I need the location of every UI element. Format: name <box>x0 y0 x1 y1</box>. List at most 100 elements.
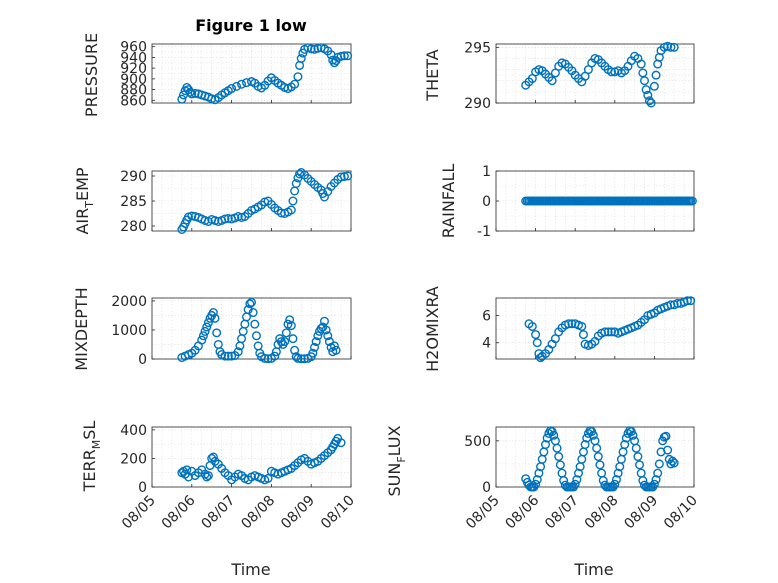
ylabel-air-temp-main: AIR <box>73 208 92 235</box>
y-tick-label: 0 <box>138 480 147 496</box>
data-point <box>212 328 222 338</box>
data-point <box>611 475 621 485</box>
data-point <box>643 90 653 100</box>
data-point <box>291 178 301 188</box>
data-point <box>198 331 208 341</box>
figure-title: Figure 1 low <box>195 16 307 35</box>
data-point <box>593 452 603 462</box>
axes-frame <box>495 43 695 104</box>
data-point <box>291 352 301 362</box>
y-tick-label: 920 <box>120 61 147 77</box>
ylabel-sun-sub: F <box>395 456 408 462</box>
data-point <box>668 456 678 466</box>
y-tick-label: 1 <box>482 164 491 180</box>
data-point <box>281 328 291 338</box>
data-point <box>270 351 280 361</box>
data-point <box>220 214 230 224</box>
data-point <box>554 452 564 462</box>
data-point <box>336 51 346 61</box>
data-point <box>669 42 679 52</box>
data-point <box>646 98 656 108</box>
data-point <box>223 213 233 223</box>
y-tick-label: 200 <box>120 451 147 467</box>
xlabel-left: Time <box>230 560 270 579</box>
data-point <box>572 475 582 485</box>
data-point <box>308 348 318 358</box>
y-tick-label: 960 <box>120 40 147 56</box>
data-point <box>251 331 261 341</box>
data-point <box>290 345 300 355</box>
ylabel-sun-flux: SUNFLUX <box>385 425 408 496</box>
data-point <box>669 458 679 468</box>
data-point <box>313 331 323 341</box>
data-point <box>649 81 659 91</box>
data-point <box>570 479 580 489</box>
data-point <box>280 337 290 347</box>
data-point <box>641 85 651 95</box>
data-point <box>534 468 544 478</box>
data-point <box>237 79 247 89</box>
data-point <box>208 452 218 462</box>
data-point <box>555 460 565 470</box>
data-point <box>666 300 676 310</box>
data-point <box>663 445 673 455</box>
data-point <box>242 78 252 88</box>
ylabel-air-temp: AIRTEMP <box>73 167 96 234</box>
data-point <box>567 319 577 329</box>
data-point <box>248 308 258 318</box>
data-point <box>208 308 218 318</box>
data-point <box>197 335 207 345</box>
y-tick-label: 290 <box>464 96 491 112</box>
data-point <box>200 326 210 336</box>
data-point <box>313 43 323 53</box>
y-tick-label: 295 <box>464 40 491 56</box>
ylabel-mixdepth: MIXDEPTH <box>72 287 91 370</box>
y-tick-label: 290 <box>120 169 147 185</box>
data-point <box>290 79 300 89</box>
data-point <box>595 460 605 470</box>
data-point <box>631 443 641 453</box>
data-point <box>187 89 197 99</box>
ylabel-sun-main: SUN <box>385 463 404 497</box>
data-point <box>336 438 346 448</box>
subplot-air-temp: 280 285 290 AIRTEMP <box>73 167 353 235</box>
data-point <box>177 94 187 104</box>
data-point <box>220 351 230 361</box>
data-point <box>343 171 353 181</box>
data-point <box>293 353 303 363</box>
data-point <box>202 472 212 482</box>
data-point <box>245 299 255 309</box>
axes-frame <box>151 426 352 488</box>
data-point <box>316 324 326 334</box>
y-tick-label: 2000 <box>111 294 147 310</box>
data-point <box>549 430 559 440</box>
data-point <box>635 460 645 470</box>
data-point <box>577 321 587 331</box>
y-tick-label: 4 <box>482 336 491 352</box>
data-point <box>607 327 617 337</box>
data-point <box>232 81 242 91</box>
ylabel-air-temp-tail: EMP <box>73 167 92 201</box>
data-point <box>323 331 333 341</box>
data-point <box>227 84 237 94</box>
data-point <box>673 298 683 308</box>
ylabel-terr-main: TERR <box>80 449 99 492</box>
data-point <box>532 338 542 348</box>
data-point <box>202 322 212 332</box>
data-point <box>636 59 646 69</box>
data-point <box>666 42 676 52</box>
y-tick-label: 285 <box>120 194 147 210</box>
data-point <box>331 345 341 355</box>
data-point <box>203 318 213 328</box>
data-point <box>628 430 638 440</box>
data-point <box>339 171 349 181</box>
data-point <box>564 319 574 329</box>
ylabel-terr-tail: SL <box>80 421 99 440</box>
data-point <box>531 479 541 489</box>
data-point <box>603 327 613 337</box>
xlabel-right: Time <box>573 560 613 579</box>
data-point <box>324 337 334 347</box>
data-point <box>243 305 253 315</box>
